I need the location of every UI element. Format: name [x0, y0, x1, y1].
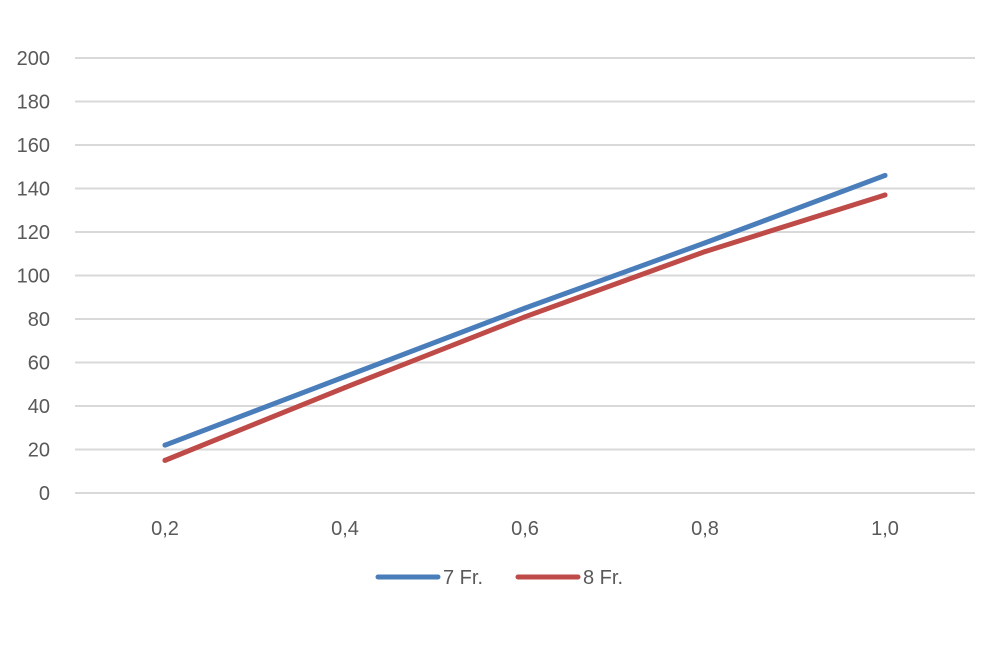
legend-label: 7 Fr. [443, 567, 483, 589]
series-1 [162, 172, 888, 448]
x-tick-label: 0,4 [331, 518, 359, 540]
data-point [522, 305, 528, 311]
x-tick-label: 0,8 [691, 518, 719, 540]
y-tick-label: 120 [17, 222, 50, 244]
data-point [342, 385, 348, 391]
series-2 [162, 192, 888, 463]
x-tick-label: 1,0 [871, 518, 899, 540]
x-tick-label: 0,6 [511, 518, 539, 540]
data-point [702, 249, 708, 255]
data-point [882, 192, 888, 198]
data-point [522, 314, 528, 320]
data-point [162, 442, 168, 448]
legend-item: 7 Fr. [375, 567, 483, 589]
y-tick-label: 160 [17, 135, 50, 157]
y-tick-label: 140 [17, 179, 50, 201]
data-point [342, 374, 348, 380]
y-axis-tick-labels: 0 20 40 60 80 100 120 140 160 180 200 [17, 48, 50, 505]
series-lines [162, 172, 888, 463]
y-tick-label: 80 [28, 309, 50, 331]
y-tick-label: 20 [28, 440, 50, 462]
data-point [162, 457, 168, 463]
y-tick-label: 60 [28, 353, 50, 375]
y-tick-label: 180 [17, 92, 50, 114]
data-point [882, 172, 888, 178]
data-point [702, 240, 708, 246]
series-line [162, 192, 888, 463]
y-tick-label: 0 [39, 483, 50, 505]
y-tick-label: 40 [28, 396, 50, 418]
x-tick-label: 0,2 [151, 518, 179, 540]
legend-item: 8 Fr. [515, 567, 623, 589]
y-tick-label: 200 [17, 48, 50, 70]
legend: 7 Fr. 8 Fr. [375, 567, 623, 589]
y-tick-label: 100 [17, 266, 50, 288]
x-axis-tick-labels: 0,2 0,4 0,6 0,8 1,0 [151, 518, 899, 540]
legend-label: 8 Fr. [583, 567, 623, 589]
